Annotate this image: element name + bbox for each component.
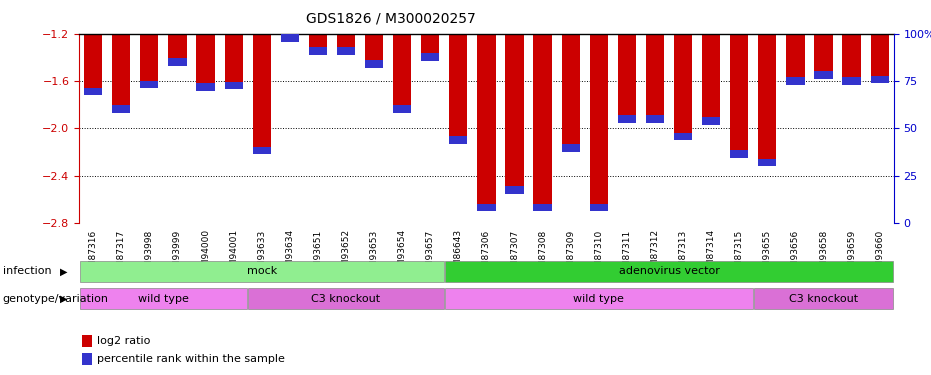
Bar — [754, 288, 893, 309]
Text: genotype/variation: genotype/variation — [3, 294, 109, 304]
Bar — [674, 133, 693, 140]
Bar — [196, 83, 215, 91]
Bar — [730, 150, 749, 158]
Text: C3 knockout: C3 knockout — [789, 294, 858, 304]
Bar — [309, 34, 327, 55]
Bar — [224, 82, 243, 89]
Bar — [646, 34, 664, 123]
Bar — [702, 34, 721, 125]
Bar — [421, 53, 439, 61]
Bar — [280, 34, 299, 42]
Bar — [843, 34, 861, 85]
Bar — [80, 261, 444, 282]
Bar — [478, 34, 495, 211]
Bar — [450, 34, 467, 144]
Text: C3 knockout: C3 knockout — [312, 294, 381, 304]
Bar — [618, 34, 636, 123]
Text: percentile rank within the sample: percentile rank within the sample — [97, 354, 285, 364]
Bar — [249, 288, 444, 309]
Bar — [450, 136, 467, 144]
Bar — [646, 115, 664, 123]
Text: adenovirus vector: adenovirus vector — [618, 267, 720, 276]
Bar — [843, 77, 861, 85]
Bar — [758, 34, 776, 166]
Bar — [393, 34, 412, 113]
Bar — [309, 47, 327, 55]
Bar — [280, 34, 299, 42]
Bar — [758, 159, 776, 166]
Bar — [337, 47, 355, 55]
Bar — [618, 115, 636, 123]
Bar — [169, 34, 186, 66]
Bar — [561, 34, 580, 152]
Bar — [815, 34, 832, 79]
Bar — [84, 34, 102, 95]
Bar — [506, 186, 523, 194]
Bar — [589, 34, 608, 211]
Bar — [730, 34, 749, 158]
Bar — [252, 34, 271, 154]
Bar — [787, 34, 804, 85]
Text: wild type: wild type — [138, 294, 189, 304]
Bar — [702, 117, 721, 125]
Bar — [561, 144, 580, 152]
Bar — [506, 34, 523, 194]
Bar — [815, 71, 832, 79]
Bar — [787, 77, 804, 85]
Text: log2 ratio: log2 ratio — [97, 336, 150, 346]
Bar — [80, 288, 247, 309]
Bar — [365, 60, 384, 68]
Bar — [674, 34, 693, 140]
Bar — [224, 34, 243, 89]
Bar — [533, 204, 552, 211]
Bar — [84, 88, 102, 95]
Bar — [870, 76, 889, 84]
Bar — [112, 105, 130, 113]
Bar — [421, 34, 439, 61]
Bar — [445, 261, 893, 282]
Bar — [478, 204, 495, 211]
Bar — [393, 105, 412, 113]
Bar — [337, 34, 355, 55]
Bar — [870, 34, 889, 84]
Bar — [589, 204, 608, 211]
Bar — [141, 81, 158, 88]
Text: wild type: wild type — [573, 294, 625, 304]
Text: ▶: ▶ — [60, 267, 67, 276]
Bar — [112, 34, 130, 113]
Text: ▶: ▶ — [60, 294, 67, 304]
Bar — [169, 58, 186, 66]
Text: mock: mock — [247, 267, 277, 276]
Bar — [533, 34, 552, 211]
Bar — [252, 147, 271, 154]
Bar — [141, 34, 158, 88]
Bar — [365, 34, 384, 68]
Text: GDS1826 / M300020257: GDS1826 / M300020257 — [306, 11, 476, 25]
Bar — [445, 288, 753, 309]
Bar — [196, 34, 215, 91]
Text: infection: infection — [3, 267, 51, 276]
